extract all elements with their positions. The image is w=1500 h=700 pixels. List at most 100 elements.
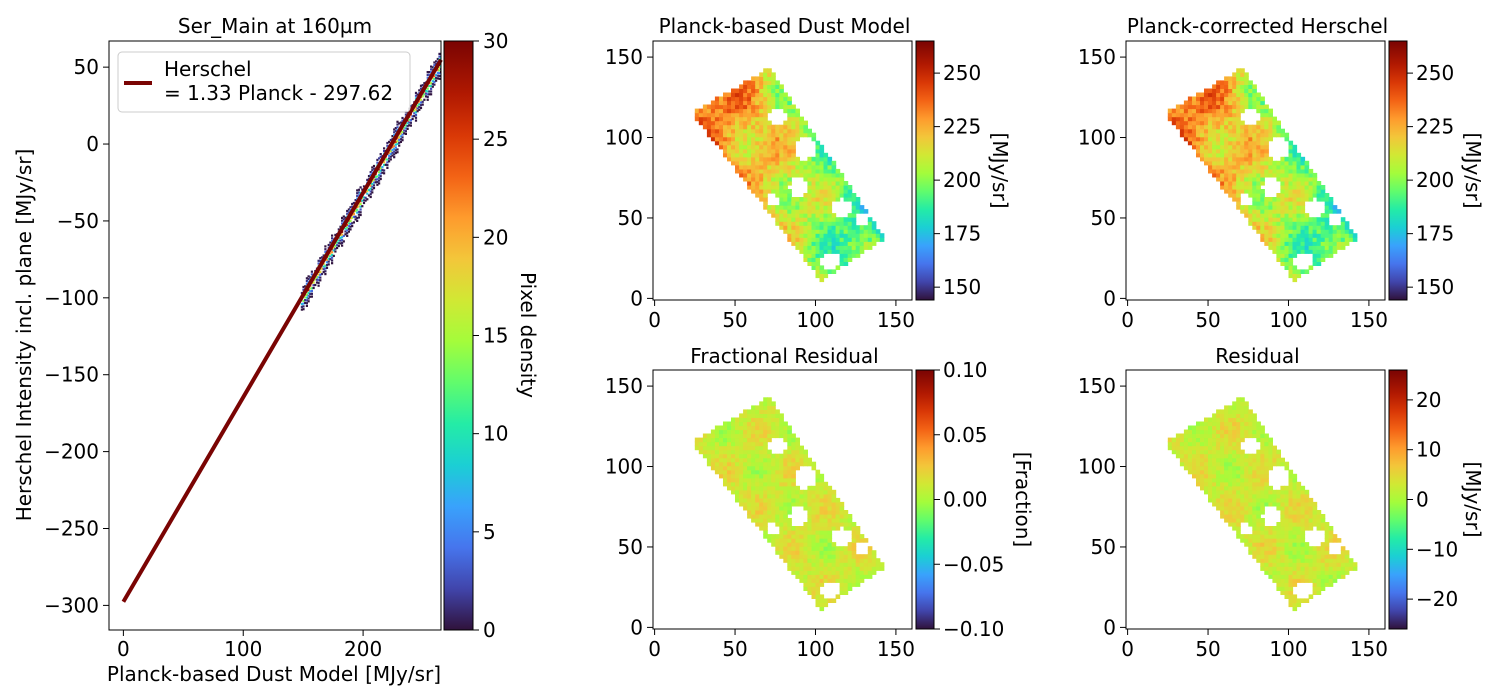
map-pixel (859, 574, 865, 579)
map-pixel (811, 193, 817, 198)
map-pixel (706, 461, 712, 467)
map-pixel (847, 217, 853, 222)
map-pixel (775, 124, 780, 130)
map-pixel (1320, 213, 1326, 218)
map-pixel (763, 124, 768, 130)
map-pixel (1228, 88, 1233, 94)
map-pixel (851, 558, 857, 563)
map-pixel (1240, 481, 1245, 487)
map-pixel (1228, 457, 1233, 463)
density-pixel (357, 194, 360, 197)
map-pixel (1232, 128, 1237, 134)
map-pixel (775, 96, 780, 102)
density-pixel (430, 71, 433, 74)
map-pixel (1284, 566, 1290, 571)
map-pixel (1244, 505, 1249, 511)
map-pixel (791, 497, 796, 503)
map-pixel (1220, 409, 1225, 414)
map-pixel (763, 80, 768, 85)
density-pixel (388, 140, 391, 143)
map-pixel (1308, 176, 1314, 182)
map-pixel (1284, 253, 1290, 258)
map-pixel (763, 164, 768, 170)
map-pixel (751, 514, 756, 519)
map-pixel (1252, 473, 1257, 479)
map-pixel (1328, 249, 1334, 254)
map-pixel (739, 429, 744, 435)
map-pixel (771, 185, 776, 190)
map-pixel (1183, 445, 1189, 451)
density-pixel (349, 217, 352, 220)
map-pixel (1296, 514, 1302, 519)
map-pixel (1300, 518, 1306, 523)
map-pixel (847, 550, 853, 555)
map-pixel (1256, 160, 1261, 166)
map-pixel (1260, 445, 1265, 451)
map-pixel (775, 457, 780, 463)
map-pixel (855, 558, 861, 563)
map-pixel (1340, 550, 1346, 555)
map-pixel (1236, 501, 1241, 507)
map-pixel (783, 197, 788, 202)
density-pixel (342, 234, 345, 237)
map-pixel (747, 465, 752, 471)
map-pixel (1236, 92, 1241, 98)
density-pixel (367, 194, 371, 197)
map-pixel (803, 205, 808, 210)
map-pixel (1272, 124, 1277, 130)
map-pixel (1304, 233, 1310, 238)
density-pixel (324, 250, 327, 253)
map-pixel (1288, 574, 1294, 579)
map-pixel (815, 213, 821, 218)
map-pixel (791, 217, 796, 222)
map-pixel (1300, 245, 1306, 250)
map-pixel (1256, 172, 1261, 178)
map-pixel (795, 156, 800, 162)
density-pixel (346, 212, 349, 215)
density-pixel (414, 111, 418, 114)
map-pixel (847, 546, 853, 551)
x-tick-label: 0 (1121, 637, 1134, 661)
map-pixel (1264, 104, 1269, 110)
map-pixel (751, 96, 756, 102)
map-pixel (807, 586, 812, 591)
map-pixel (727, 156, 732, 162)
map-pixel (1296, 241, 1302, 246)
map-pixel (1220, 449, 1225, 455)
map-pixel (743, 104, 748, 110)
map-pixel (743, 176, 748, 182)
map-pixel (851, 197, 857, 202)
map-pixel (835, 522, 841, 527)
map-pixel (1256, 92, 1261, 98)
map-pixel (815, 514, 821, 519)
map-pixel (1324, 249, 1330, 254)
map-pixel (1300, 578, 1306, 583)
map-pixel (1204, 477, 1209, 483)
map-pixel (787, 193, 792, 198)
map-pixel (783, 554, 788, 559)
map-pixel (1256, 550, 1261, 555)
colorbar-tick-label: 15 (483, 324, 508, 348)
map-pixel (739, 104, 744, 110)
map-pixel (1308, 189, 1314, 194)
density-pixel (331, 256, 334, 259)
map-pixel (803, 193, 808, 198)
map-pixel (1312, 578, 1318, 583)
map-pixel (1296, 566, 1302, 571)
map-pixel (847, 197, 853, 202)
map-pixel (867, 558, 873, 563)
map-pixel (763, 176, 768, 182)
map-pixel (1292, 493, 1298, 499)
planck-corrected-herschel-axes-frame (1125, 40, 1386, 301)
map-pixel (1208, 136, 1213, 142)
map-pixel (1200, 481, 1205, 487)
density-pixel (391, 146, 394, 149)
map-pixel (1228, 189, 1233, 194)
map-pixel (791, 530, 796, 535)
map-pixel (851, 522, 857, 527)
map-pixel (1167, 445, 1173, 451)
map-pixel (851, 538, 857, 543)
map-pixel (835, 550, 841, 555)
map-pixel (1256, 473, 1261, 479)
map-pixel (739, 148, 744, 154)
